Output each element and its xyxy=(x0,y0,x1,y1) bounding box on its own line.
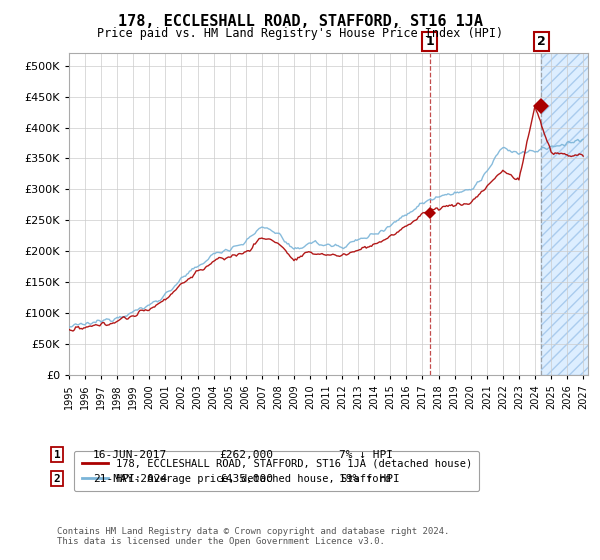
Text: Price paid vs. HM Land Registry's House Price Index (HPI): Price paid vs. HM Land Registry's House … xyxy=(97,27,503,40)
Bar xyxy=(541,53,591,375)
Text: 21-MAY-2024: 21-MAY-2024 xyxy=(93,474,167,484)
Text: 1: 1 xyxy=(425,35,434,48)
Text: £435,000: £435,000 xyxy=(219,474,273,484)
Text: 16-JUN-2017: 16-JUN-2017 xyxy=(93,450,167,460)
Text: Contains HM Land Registry data © Crown copyright and database right 2024.
This d: Contains HM Land Registry data © Crown c… xyxy=(57,526,449,546)
Legend: 178, ECCLESHALL ROAD, STAFFORD, ST16 1JA (detached house), HPI: Average price, d: 178, ECCLESHALL ROAD, STAFFORD, ST16 1JA… xyxy=(74,451,479,491)
Text: £262,000: £262,000 xyxy=(219,450,273,460)
Text: 2: 2 xyxy=(537,35,545,48)
Text: 1: 1 xyxy=(53,450,61,460)
Text: 178, ECCLESHALL ROAD, STAFFORD, ST16 1JA: 178, ECCLESHALL ROAD, STAFFORD, ST16 1JA xyxy=(118,14,482,29)
Bar xyxy=(541,53,591,375)
Text: 19% ↑ HPI: 19% ↑ HPI xyxy=(339,474,400,484)
Text: 7% ↓ HPI: 7% ↓ HPI xyxy=(339,450,393,460)
Text: 2: 2 xyxy=(53,474,61,484)
